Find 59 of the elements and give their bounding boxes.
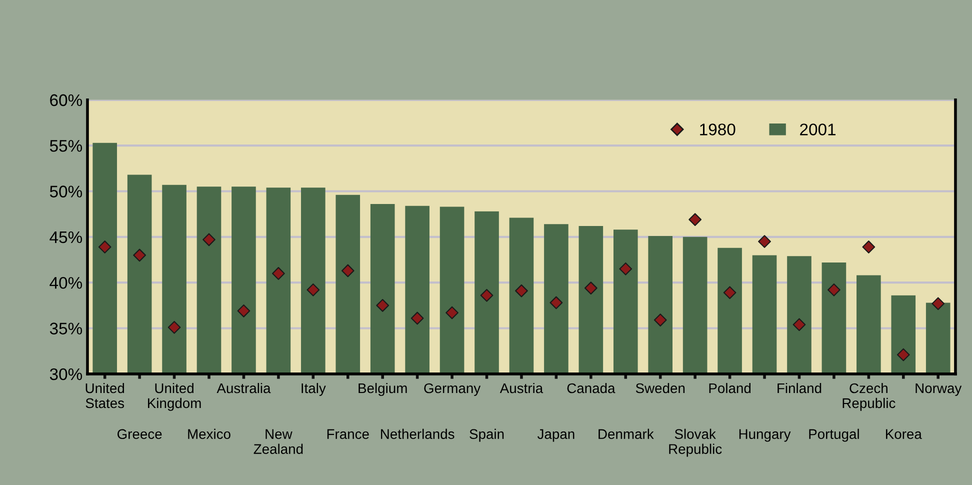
y-tick-label: 60%: [50, 94, 82, 106]
x-tick-label: Austria: [500, 382, 544, 394]
point: [515, 284, 528, 298]
point: [654, 314, 667, 326]
point: [792, 318, 806, 332]
y-tick-label: 40%: [50, 276, 82, 289]
point: [550, 296, 563, 310]
x-tick-label: Czech Republic: [842, 382, 896, 411]
x-tick-label: United States: [86, 382, 124, 408]
point: [98, 240, 112, 254]
point: [619, 262, 632, 276]
point: [341, 264, 354, 278]
point: [272, 267, 285, 280]
x-tick-label: Belgium: [358, 382, 407, 396]
y-tick-label: 45%: [50, 231, 82, 244]
x-tick-label: Denmark: [598, 428, 654, 439]
x-tick-label: Germany: [424, 383, 481, 396]
point: [446, 306, 458, 320]
point: [202, 233, 216, 246]
point: [480, 288, 494, 302]
x-tick-label: Slovak Republic: [669, 428, 722, 457]
point: [688, 213, 702, 226]
point: [584, 282, 598, 295]
point: [758, 235, 771, 248]
point: [410, 312, 424, 325]
x-tick-label: Finland: [778, 382, 822, 394]
point: [237, 304, 250, 318]
x-tick-label: Spain: [470, 428, 504, 442]
point: [896, 348, 910, 362]
point: [932, 297, 945, 310]
x-tick-label: Netherlands: [381, 428, 454, 439]
x-tick-label: Canada: [567, 382, 616, 394]
x-tick-label: Italy: [302, 382, 326, 396]
y-tick-label: 50%: [50, 186, 82, 198]
x-tick-label: Hungary: [739, 429, 791, 442]
x-tick-label: United Kingdom: [148, 382, 201, 411]
point: [306, 283, 320, 296]
legend-label: 2001: [800, 124, 836, 136]
x-tick-label: Korea: [886, 429, 922, 439]
point: [376, 298, 390, 312]
point: [133, 248, 146, 262]
legend-label: 1980: [700, 124, 736, 136]
y-tick-label: 30%: [50, 368, 82, 380]
x-tick-label: Sweden: [636, 382, 685, 394]
point: [862, 240, 876, 254]
x-tick-label: Japan: [537, 429, 574, 442]
x-tick-label: Australia: [216, 382, 271, 394]
x-tick-label: Norway: [916, 383, 962, 396]
y-tick-label: 35%: [50, 322, 82, 334]
x-tick-label: Mexico: [188, 428, 230, 439]
x-tick-label: Poland: [709, 382, 751, 394]
x-tick-label: Greece: [117, 429, 162, 439]
y-tick-label: 55%: [50, 140, 82, 152]
x-tick-label: France: [327, 429, 369, 439]
x-tick-label: Portugal: [809, 428, 859, 442]
point: [723, 286, 736, 300]
x-tick-label: New Zealand: [254, 429, 303, 454]
point: [828, 283, 840, 296]
point: [168, 320, 181, 334]
